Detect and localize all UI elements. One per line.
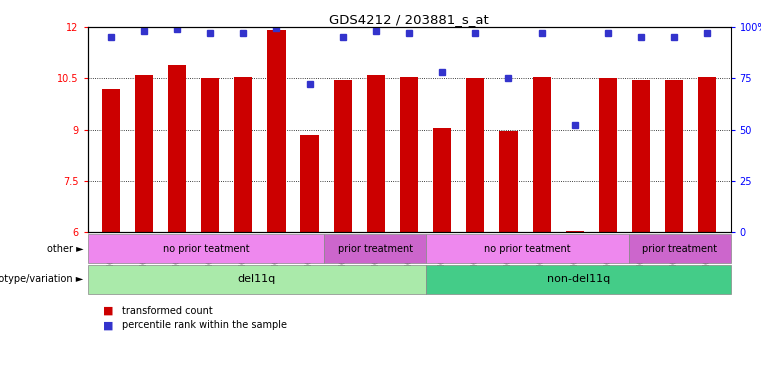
Bar bbox=[400, 76, 418, 232]
Text: no prior teatment: no prior teatment bbox=[163, 243, 250, 254]
Bar bbox=[168, 65, 186, 232]
Bar bbox=[632, 80, 650, 232]
Text: no prior teatment: no prior teatment bbox=[484, 243, 571, 254]
Bar bbox=[466, 78, 485, 232]
Bar bbox=[267, 30, 285, 232]
Bar bbox=[301, 135, 319, 232]
Bar bbox=[499, 131, 517, 232]
Text: other ►: other ► bbox=[47, 243, 84, 254]
Title: GDS4212 / 203881_s_at: GDS4212 / 203881_s_at bbox=[330, 13, 489, 26]
Bar bbox=[665, 80, 683, 232]
Bar bbox=[367, 75, 385, 232]
Bar bbox=[433, 128, 451, 232]
Bar bbox=[201, 78, 219, 232]
Text: prior treatment: prior treatment bbox=[642, 243, 718, 254]
Text: del11q: del11q bbox=[237, 274, 275, 285]
Bar bbox=[102, 89, 119, 232]
Bar bbox=[333, 80, 352, 232]
Bar bbox=[565, 231, 584, 232]
Text: transformed count: transformed count bbox=[122, 306, 212, 316]
Text: prior treatment: prior treatment bbox=[338, 243, 412, 254]
Bar bbox=[533, 76, 551, 232]
Text: non-del11q: non-del11q bbox=[546, 274, 610, 285]
Bar bbox=[135, 75, 153, 232]
Text: percentile rank within the sample: percentile rank within the sample bbox=[122, 320, 287, 330]
Bar bbox=[599, 78, 617, 232]
Bar bbox=[234, 76, 253, 232]
Bar bbox=[699, 76, 716, 232]
Text: ■: ■ bbox=[103, 320, 113, 330]
Text: genotype/variation ►: genotype/variation ► bbox=[0, 274, 84, 285]
Text: ■: ■ bbox=[103, 306, 113, 316]
